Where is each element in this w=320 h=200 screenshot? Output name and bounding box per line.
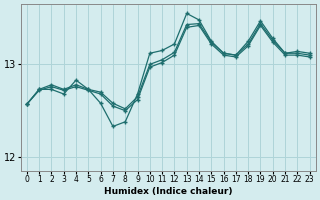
X-axis label: Humidex (Indice chaleur): Humidex (Indice chaleur) [104,187,233,196]
